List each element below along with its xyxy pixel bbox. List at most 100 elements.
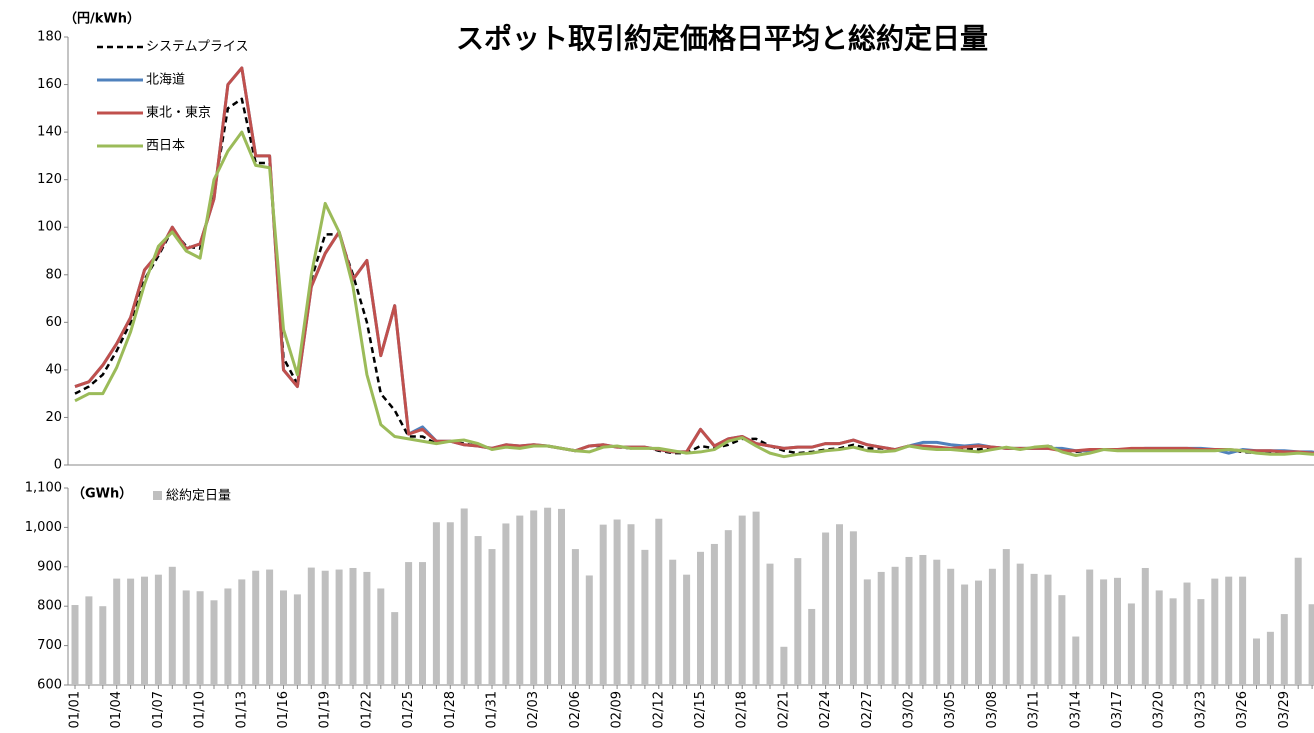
x-tick-label: 02/06 [568, 691, 583, 728]
x-tick-label: 03/17 [1110, 691, 1125, 728]
bar [1169, 598, 1177, 685]
bar [238, 579, 246, 685]
bar [1127, 603, 1135, 685]
x-tick-label: 03/23 [1193, 691, 1208, 728]
x-tick-label: 01/10 [193, 691, 208, 728]
bar [544, 507, 552, 685]
bar [752, 511, 760, 685]
bar [391, 612, 399, 685]
bar [613, 519, 621, 685]
line-series [74, 66, 1314, 455]
bar [168, 566, 176, 685]
bar [1141, 567, 1149, 685]
x-tick-label: 02/15 [693, 691, 708, 728]
bar [808, 608, 816, 685]
bar [530, 510, 538, 685]
y-tick-label: 160 [37, 77, 62, 92]
legend-label: 北海道 [146, 73, 185, 88]
bar [349, 567, 357, 685]
bar [724, 530, 732, 685]
bar [919, 554, 927, 685]
y-tick-label: 20 [45, 410, 62, 425]
bar [710, 543, 718, 685]
x-tick-label: 02/21 [776, 691, 791, 728]
bar [1280, 614, 1288, 685]
bar [1197, 599, 1205, 685]
x-tick-label: 02/09 [610, 691, 625, 728]
x-tick-label: 03/26 [1235, 691, 1250, 728]
x-tick-label: 01/28 [443, 691, 458, 728]
bar [1114, 577, 1121, 685]
chart-title: スポット取引約定価格日平均と総約定日量 [456, 22, 988, 55]
bar [1072, 636, 1080, 685]
bar [502, 523, 510, 685]
bar [836, 524, 843, 685]
bar [182, 590, 190, 685]
bar [99, 606, 107, 685]
x-tick-label: 01/19 [318, 691, 333, 728]
bar [905, 556, 913, 685]
y-tick-label: 0 [54, 458, 62, 473]
x-tick-label: 02/24 [818, 691, 833, 728]
bar [488, 549, 496, 685]
bar [363, 571, 371, 685]
bar [655, 518, 663, 685]
y-tick-label: 900 [37, 559, 62, 574]
bar [988, 568, 996, 685]
bar [377, 588, 385, 685]
x-tick-label: 01/01 [68, 691, 83, 728]
bar [210, 600, 218, 685]
bar [224, 588, 232, 685]
y-tick-label: 1,100 [25, 481, 62, 496]
x-tick-label: 03/29 [1277, 691, 1292, 728]
y-axis-label: （円/kWh） [64, 11, 140, 27]
bar [141, 576, 148, 685]
line-series [74, 130, 1314, 459]
bar [113, 578, 121, 685]
bar [1183, 582, 1191, 685]
bar [933, 559, 941, 685]
bar [405, 562, 413, 685]
bar [641, 549, 649, 685]
bar [697, 551, 704, 685]
bar [71, 605, 79, 685]
bar [85, 596, 93, 685]
x-tick-label: 03/20 [1152, 691, 1167, 728]
bar [877, 571, 885, 685]
x-tick-label: 02/27 [860, 691, 875, 728]
bar [460, 508, 468, 685]
bar [766, 563, 774, 685]
legend-label: 西日本 [146, 139, 185, 154]
bar [1239, 576, 1247, 685]
bar [419, 562, 426, 685]
bar [891, 566, 899, 685]
bar [738, 515, 746, 685]
bar [335, 569, 343, 685]
y-axis-label: （GWh） [72, 486, 132, 502]
x-tick-label: 02/12 [651, 691, 666, 728]
x-tick-label: 02/03 [526, 691, 541, 728]
x-tick-label: 02/18 [735, 691, 750, 728]
bar [1086, 569, 1094, 685]
bar [432, 522, 440, 685]
bar [280, 590, 287, 685]
bar [863, 579, 871, 685]
x-tick-label: 03/05 [943, 691, 958, 728]
bar [252, 570, 260, 685]
y-tick-label: 180 [37, 30, 62, 45]
y-tick-label: 40 [45, 362, 62, 377]
line-series [74, 97, 1314, 455]
bar [321, 570, 329, 685]
y-tick-label: 700 [37, 638, 62, 653]
bar [1100, 579, 1108, 685]
bar [1016, 563, 1024, 685]
bar [1002, 549, 1010, 685]
x-tick-label: 01/22 [359, 691, 374, 728]
legend-label: システムプライス [146, 40, 248, 55]
bar [307, 567, 315, 685]
line-series [74, 66, 1314, 455]
bar [1253, 638, 1260, 685]
bar [1058, 595, 1066, 685]
x-tick-label: 01/04 [109, 691, 124, 728]
